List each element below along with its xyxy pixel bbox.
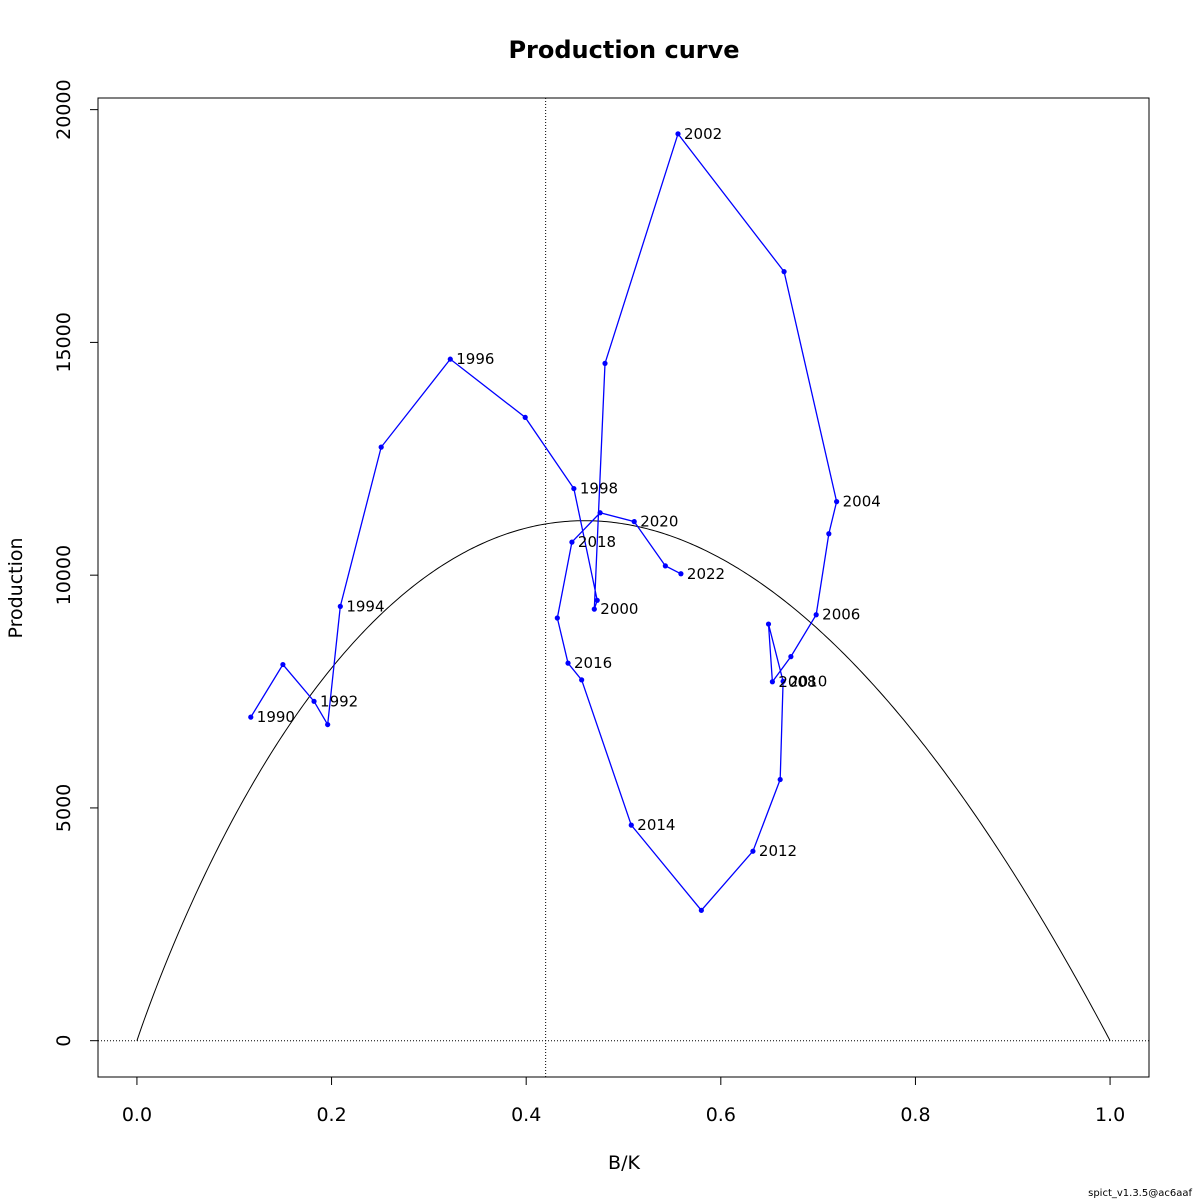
point-label: 2000 [600, 600, 638, 618]
production-curve-layer [136, 520, 1111, 1041]
data-point [834, 499, 840, 505]
x-tick-label: 0.8 [900, 1104, 930, 1126]
point-label: 2006 [822, 606, 860, 624]
data-point [594, 597, 600, 603]
y-tick-label: 10000 [53, 545, 75, 605]
data-point [378, 444, 384, 450]
chart-title: Production curve [508, 36, 739, 64]
data-point [571, 485, 577, 492]
data-point [591, 606, 597, 612]
data-point [597, 510, 603, 516]
data-point [280, 661, 286, 668]
x-tick-label: 0.0 [122, 1104, 152, 1126]
version-footer: spict_v1.3.5@ac6aaf [1088, 1188, 1192, 1199]
point-label-layer: 1990 1992 1994 1996 1998 2000 2002 2004 2006 2008… [257, 125, 881, 860]
data-point [781, 269, 787, 275]
point-label: 2010 [789, 672, 827, 690]
point-label: 2004 [843, 493, 881, 511]
data-point [780, 678, 786, 684]
data-point [628, 822, 634, 828]
point-label: 2002 [684, 125, 722, 143]
data-point [569, 539, 575, 545]
point-label: 2022 [687, 565, 725, 583]
point-label: 1998 [580, 480, 618, 498]
data-point [675, 131, 681, 137]
data-point [554, 615, 560, 621]
data-point [777, 776, 783, 783]
point-label: 2018 [578, 533, 616, 551]
x-tick-label: 1.0 [1095, 1104, 1125, 1126]
point-label: 1992 [320, 692, 358, 710]
data-point [325, 721, 331, 728]
point-label: 2016 [574, 654, 612, 672]
point-label: 1996 [456, 350, 494, 368]
data-point [602, 360, 608, 366]
data-point [248, 714, 254, 720]
x-tick-label: 0.2 [316, 1104, 346, 1126]
data-point [765, 621, 772, 627]
data-point [826, 531, 832, 537]
y-tick-label: 0 [53, 1035, 75, 1047]
reference-lines [98, 98, 1149, 1077]
point-label: 1990 [257, 708, 295, 726]
production-curve [136, 520, 1111, 1041]
point-label: 2020 [640, 513, 678, 531]
data-point [311, 698, 317, 704]
data-point [750, 848, 756, 854]
y-tick-label: 20000 [53, 79, 75, 139]
data-point [769, 679, 775, 685]
data-point [631, 519, 637, 525]
data-point [337, 603, 343, 609]
data-point [579, 677, 585, 683]
data-point [662, 563, 668, 569]
data-point [522, 414, 528, 420]
data-point [698, 907, 704, 913]
data-point [447, 356, 453, 362]
y-axis-label: Production [5, 537, 27, 638]
y-tick-label: 5000 [53, 784, 75, 832]
x-tick-label: 0.4 [511, 1104, 541, 1126]
y-axis: 0 5000 10000 15000 20000 [53, 79, 99, 1047]
x-axis: 0.0 0.2 0.4 0.6 0.8 1.0 [122, 1076, 1125, 1126]
x-tick-label: 0.6 [706, 1104, 736, 1126]
point-label: 2012 [759, 842, 797, 860]
data-point [813, 612, 819, 618]
point-label: 1994 [346, 597, 384, 615]
y-tick-label: 15000 [53, 312, 75, 372]
data-point [565, 660, 571, 666]
series-layer [248, 131, 840, 913]
point-label: 2014 [637, 816, 675, 834]
data-point [678, 571, 684, 577]
data-point [788, 654, 794, 660]
x-axis-label: B/K [608, 1152, 640, 1174]
point-label: 2008 [778, 673, 816, 691]
